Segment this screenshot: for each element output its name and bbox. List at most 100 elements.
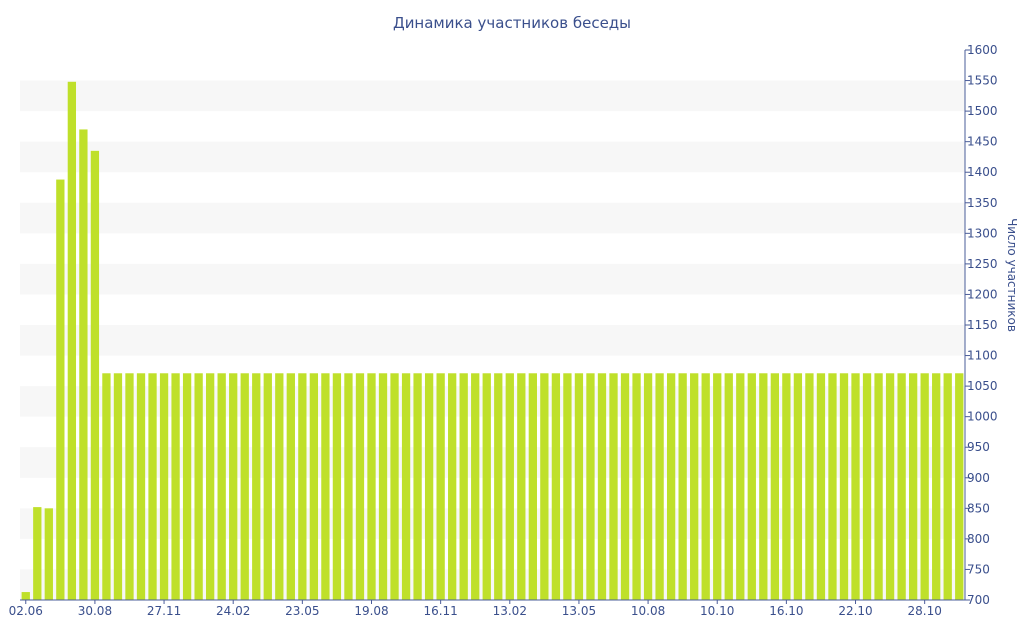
- x-tick-label: 27.11: [147, 604, 181, 618]
- bar: [828, 373, 837, 600]
- bar: [171, 373, 180, 600]
- x-tick-label: 13.05: [562, 604, 596, 618]
- bar: [782, 373, 791, 600]
- bar: [643, 373, 653, 600]
- bar: [494, 373, 503, 600]
- y-tick-label: 800: [967, 532, 990, 546]
- bar: [943, 373, 952, 600]
- grid-band: [20, 202, 965, 234]
- bar: [240, 373, 249, 600]
- y-tick-label: 1250: [967, 257, 998, 271]
- grid-band: [20, 141, 965, 173]
- y-tick-label: 1150: [967, 318, 998, 332]
- y-tick-label: 1200: [967, 287, 998, 301]
- y-axis-ticks: 700 750 800 850 900 950 1000 1050 1100 1150 1200 12…: [965, 43, 998, 607]
- bar: [540, 373, 549, 600]
- x-tick-label: 24.02: [216, 604, 250, 618]
- grid-band: [20, 325, 965, 356]
- bar: [597, 373, 607, 600]
- x-tick-label: 02.06: [9, 604, 43, 618]
- bar: [851, 373, 860, 600]
- bar: [378, 373, 388, 600]
- bar: [609, 373, 618, 600]
- bar: [551, 373, 561, 600]
- y-tick-label: 700: [967, 593, 990, 607]
- y-tick-label: 850: [967, 501, 990, 515]
- bar: [298, 373, 307, 600]
- bar: [805, 373, 814, 600]
- x-tick-label: 28.10: [907, 604, 941, 618]
- bar: [655, 373, 664, 600]
- bar: [620, 373, 630, 600]
- bar: [701, 373, 710, 600]
- bar: [874, 373, 883, 600]
- bar: [182, 373, 192, 600]
- bar: [229, 373, 238, 600]
- bar: [885, 373, 895, 600]
- bar: [136, 373, 146, 600]
- bar: [286, 373, 295, 600]
- bar: [862, 373, 872, 600]
- x-tick-label: 30.08: [78, 604, 112, 618]
- bar: [747, 373, 756, 600]
- bar: [194, 373, 203, 600]
- bar: [482, 373, 491, 600]
- bar: [113, 373, 123, 600]
- bar: [448, 373, 457, 600]
- bar: [390, 373, 399, 600]
- bar: [793, 373, 803, 600]
- bar: [309, 373, 319, 600]
- bar: [574, 373, 584, 600]
- y-tick-label: 1300: [967, 226, 998, 240]
- bar: [678, 373, 687, 600]
- bar: [839, 373, 849, 600]
- bar: [759, 373, 768, 600]
- bar: [897, 373, 906, 600]
- bar: [505, 373, 514, 600]
- x-tick-label: 19.08: [354, 604, 388, 618]
- y-axis-title: Число участников: [1005, 218, 1019, 332]
- bar: [125, 373, 134, 600]
- x-tick-label: 13.02: [493, 604, 527, 618]
- y-tick-label: 950: [967, 440, 990, 454]
- bar: [736, 373, 745, 600]
- bar: [206, 373, 215, 600]
- bar: [528, 373, 537, 600]
- y-tick-label: 1000: [967, 410, 998, 424]
- bar: [217, 373, 226, 600]
- x-tick-label: 16.10: [769, 604, 803, 618]
- bar: [332, 373, 342, 600]
- x-tick-label: 22.10: [838, 604, 872, 618]
- bar: [563, 373, 572, 600]
- bar: [355, 373, 365, 600]
- bar: [920, 373, 929, 600]
- bar: [932, 373, 941, 600]
- bar: [586, 373, 595, 600]
- x-tick-label: 10.10: [700, 604, 734, 618]
- y-tick-label: 1450: [967, 135, 998, 149]
- bar: [724, 373, 733, 600]
- bar: [21, 592, 30, 600]
- bar: [148, 373, 157, 600]
- x-tick-label: 23.05: [285, 604, 319, 618]
- bar: [517, 373, 526, 600]
- bar: [770, 373, 779, 600]
- y-tick-label: 1350: [967, 196, 998, 210]
- y-tick-label: 1550: [967, 74, 998, 88]
- x-axis-ticks: 02.06 30.08 27.11 24.02 23.05 19.08 16.11 13.02…: [9, 600, 942, 618]
- bar: [436, 373, 445, 600]
- bar: [713, 373, 722, 600]
- bar: [56, 179, 65, 600]
- bar: [90, 150, 100, 600]
- y-tick-label: 1400: [967, 165, 998, 179]
- y-tick-label: 750: [967, 562, 990, 576]
- bar: [471, 373, 480, 600]
- bar: [252, 373, 261, 600]
- y-tick-label: 1100: [967, 349, 998, 363]
- chart-title: Динамика участников беседы: [393, 14, 631, 32]
- bar: [666, 373, 676, 600]
- bar: [816, 373, 826, 600]
- grid-band: [20, 80, 965, 112]
- y-tick-label: 1050: [967, 379, 998, 393]
